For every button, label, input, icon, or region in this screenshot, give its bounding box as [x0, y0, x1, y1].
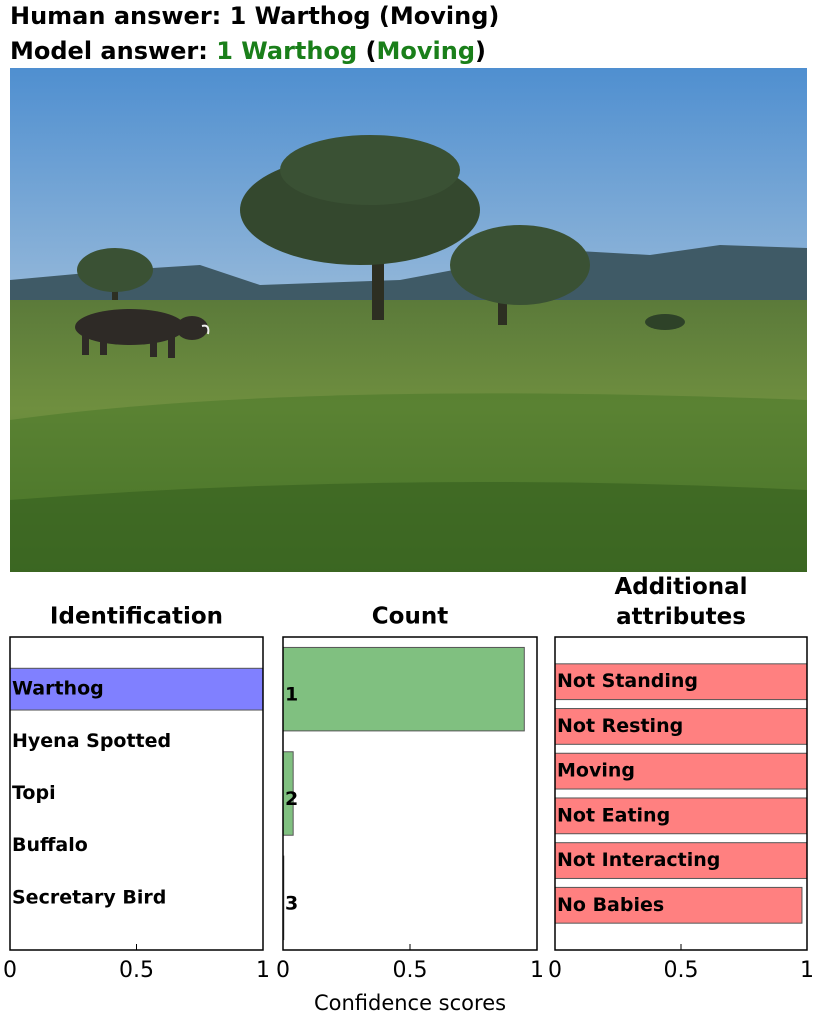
- bar: [9, 667, 264, 711]
- category-label: Not Interacting: [557, 849, 720, 871]
- bar: [554, 752, 808, 790]
- category-label: 3: [285, 892, 298, 914]
- x-tick-label: 0: [548, 958, 562, 983]
- answer-part: ): [475, 37, 486, 65]
- x-tick-label: 1: [800, 958, 814, 983]
- category-label: 2: [285, 788, 298, 810]
- answer-part: (: [357, 37, 376, 65]
- category-label: No Babies: [557, 894, 664, 916]
- x-tick-label: 0.5: [119, 958, 154, 983]
- bar: [554, 663, 808, 701]
- x-tick-label: 0: [3, 958, 17, 983]
- x-tick-label: 1: [530, 958, 544, 983]
- category-label: Not Eating: [557, 804, 670, 826]
- x-tick-label: 0.5: [664, 958, 699, 983]
- bar: [282, 646, 525, 732]
- category-label: Not Resting: [557, 715, 683, 737]
- human-answer: Human answer: 1 Warthog (Moving): [10, 2, 499, 30]
- category-label: Secretary Bird: [12, 886, 166, 908]
- title-line: attributes: [616, 604, 746, 630]
- x-tick-label: 0.5: [393, 958, 428, 983]
- bar: [554, 708, 808, 745]
- category-label: Buffalo: [12, 834, 88, 856]
- category-label: Hyena Spotted: [12, 730, 171, 752]
- chart-title: Identification: [50, 604, 223, 630]
- title-line: Additional: [614, 574, 747, 600]
- category-label: 1: [285, 684, 298, 706]
- x-tick-label: 1: [256, 958, 270, 983]
- category-label: Moving: [557, 760, 635, 782]
- x-axis-label: Confidence scores: [314, 991, 506, 1015]
- bar: [554, 886, 803, 924]
- category-label: Warthog: [12, 678, 104, 700]
- chart-title: Additional attributes: [614, 574, 747, 630]
- camera-photo: [10, 68, 807, 572]
- model-answer: Model answer: 1 Warthog (Moving): [10, 37, 486, 65]
- x-tick-label: 0: [276, 958, 290, 983]
- bar: [554, 842, 808, 879]
- bar: [554, 797, 808, 835]
- answer-part: 1 Warthog: [216, 37, 357, 65]
- chart-title: Count: [372, 604, 448, 630]
- category-label: Topi: [12, 782, 56, 804]
- category-label: Not Standing: [557, 670, 698, 692]
- answer-part: Model answer:: [10, 37, 216, 65]
- answer-part: Moving: [376, 37, 475, 65]
